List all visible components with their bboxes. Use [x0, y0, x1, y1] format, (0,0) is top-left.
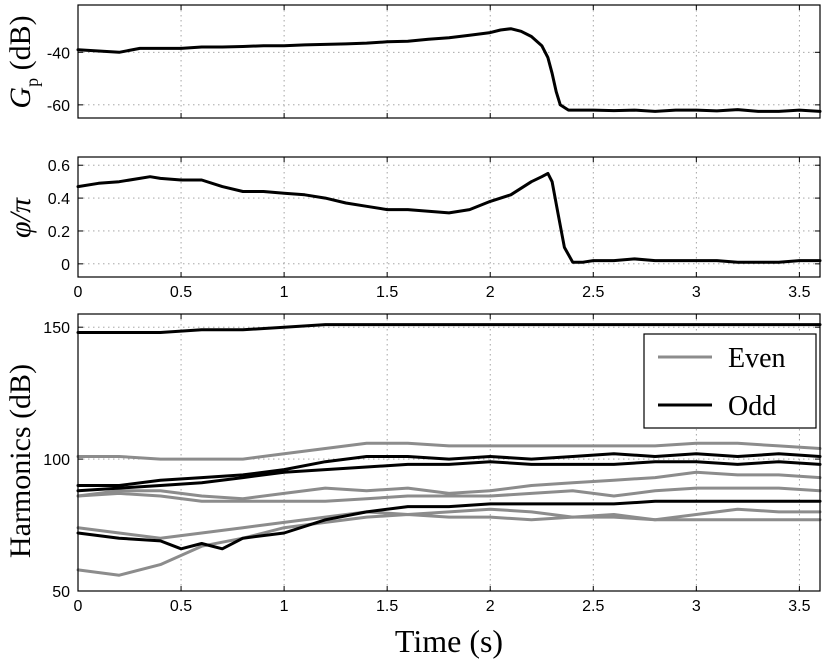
harmonics-ytick-label: 150 — [43, 320, 70, 337]
harmonics-series-line-odd — [76, 323, 822, 334]
gain-panel: -60 -40 — [47, 4, 822, 119]
harmonics-ylabel: Harmonics (dB) — [4, 364, 37, 558]
legend-odd-label: Odd — [728, 391, 776, 422]
harmonics-ytick-label: 100 — [43, 452, 70, 469]
phase-xtick-label: 0 — [74, 284, 83, 301]
phase-axes-frame — [77, 156, 821, 278]
harmonics-series-line-odd — [76, 460, 822, 493]
harmonics-xtick-label: 1.5 — [376, 598, 398, 615]
legend-even-label: Even — [728, 343, 786, 374]
harmonics-ytick-label: 50 — [52, 584, 70, 601]
gain-ytick-label: -40 — [47, 45, 70, 62]
legend-box — [643, 333, 817, 429]
phase-series-line — [76, 171, 822, 264]
harmonics-series-line-even — [76, 486, 822, 503]
phase-xtick-label: 1.5 — [376, 284, 398, 301]
phase-xtick-label: 1 — [280, 284, 289, 301]
harmonics-xtick-label: 2 — [486, 598, 495, 615]
harmonics-axes-frame — [77, 313, 821, 592]
harmonics-series-line-even — [76, 507, 822, 540]
phase-ytick-label: 0.2 — [48, 224, 70, 241]
phase-xtick-label: 3 — [692, 284, 701, 301]
legend: Even Odd — [643, 333, 817, 429]
harmonics-series-line-even — [76, 470, 822, 501]
harmonics-series-line-even — [76, 441, 822, 461]
phase-ytick-label: 0.6 — [48, 158, 70, 175]
gain-axes-frame — [77, 4, 821, 119]
harmonics-xtick-label: 0 — [74, 598, 83, 615]
phase-xtick-label: 2.5 — [582, 284, 604, 301]
gain-ytick-label: -60 — [47, 98, 70, 115]
harmonics-xtick-label: 3 — [692, 598, 701, 615]
harmonics-series-line-odd — [76, 452, 822, 487]
phase-panel: 0 0.5 1 1.5 2 2.5 3 3.5 0 0.2 0.4 0.6 — [48, 156, 822, 301]
harmonics-xtick-label: 3.5 — [788, 598, 810, 615]
phase-ytick-label: 0.4 — [48, 191, 70, 208]
phase-xtick-label: 2 — [486, 284, 495, 301]
gain-series-line — [76, 27, 822, 113]
phase-ylabel: φ/π — [4, 197, 37, 238]
gain-ylabel: Gp (dB) — [4, 15, 42, 108]
harmonics-xtick-label: 0.5 — [170, 598, 192, 615]
x-axis-label: Time (s) — [395, 623, 503, 659]
harmonics-xtick-label: 2.5 — [582, 598, 604, 615]
harmonics-panel: 0 0.5 1 1.5 2 2.5 3 3.5 50 100 150 — [43, 313, 822, 615]
phase-ytick-label: 0 — [61, 257, 70, 274]
phase-xtick-label: 0.5 — [170, 284, 192, 301]
harmonics-xtick-label: 1 — [280, 598, 289, 615]
harmonics-series-line-even — [76, 513, 822, 577]
harmonics-series-line-odd — [76, 499, 822, 551]
phase-xtick-label: 3.5 — [788, 284, 810, 301]
